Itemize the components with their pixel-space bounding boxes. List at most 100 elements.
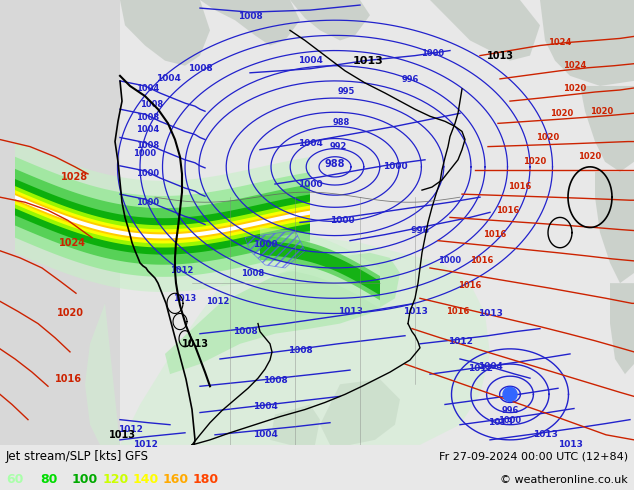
Text: 1016: 1016 [55, 374, 82, 384]
Text: 1013: 1013 [557, 441, 583, 449]
Text: 1008: 1008 [238, 12, 262, 21]
Text: 1000: 1000 [383, 162, 407, 171]
Polygon shape [270, 404, 320, 445]
Text: 1013: 1013 [486, 50, 514, 61]
Text: 988: 988 [325, 159, 346, 169]
Text: 1013: 1013 [337, 307, 363, 316]
Text: 1008: 1008 [262, 376, 287, 385]
Polygon shape [165, 253, 400, 374]
Circle shape [503, 387, 517, 401]
Text: 1024: 1024 [548, 38, 572, 47]
Polygon shape [320, 379, 400, 445]
Text: 995: 995 [337, 87, 354, 96]
Polygon shape [15, 190, 310, 244]
Polygon shape [0, 0, 120, 445]
Text: 1012: 1012 [206, 297, 230, 306]
Polygon shape [290, 0, 370, 41]
Text: 1020: 1020 [56, 309, 84, 318]
Text: 80: 80 [40, 473, 57, 487]
Text: 1016: 1016 [470, 256, 494, 266]
Text: 1004: 1004 [477, 362, 502, 370]
Text: 1020: 1020 [578, 152, 602, 161]
Text: 1004: 1004 [252, 430, 278, 440]
Text: 1008: 1008 [288, 346, 313, 355]
Text: 1012: 1012 [117, 425, 143, 434]
Polygon shape [595, 172, 634, 283]
Text: 1008: 1008 [242, 269, 264, 277]
Text: 1000: 1000 [421, 49, 444, 57]
Polygon shape [15, 142, 310, 292]
Text: 1024: 1024 [564, 61, 586, 70]
Text: 1013: 1013 [488, 418, 512, 427]
Polygon shape [15, 186, 310, 247]
Text: 1000: 1000 [330, 216, 354, 225]
Polygon shape [610, 283, 634, 374]
Text: 1000: 1000 [136, 198, 160, 207]
Polygon shape [580, 86, 634, 172]
Text: 1000: 1000 [136, 170, 160, 178]
Text: 1000: 1000 [498, 416, 522, 425]
Text: 1020: 1020 [590, 107, 614, 116]
Text: 1016: 1016 [483, 230, 507, 239]
Text: 1000: 1000 [298, 179, 322, 189]
Text: 1016: 1016 [496, 206, 520, 215]
Text: 1004: 1004 [297, 139, 323, 148]
Text: 1020: 1020 [550, 109, 574, 118]
Text: Jet stream/SLP [kts] GFS: Jet stream/SLP [kts] GFS [6, 450, 149, 464]
Polygon shape [260, 227, 380, 308]
Polygon shape [15, 193, 310, 241]
Text: 1008: 1008 [136, 141, 160, 150]
Text: Fr 27-09-2024 00:00 UTC (12+84): Fr 27-09-2024 00:00 UTC (12+84) [439, 452, 628, 462]
Polygon shape [540, 0, 634, 86]
Text: 996: 996 [501, 406, 519, 415]
Text: 1013: 1013 [477, 309, 502, 318]
Text: 988: 988 [333, 118, 350, 127]
Polygon shape [260, 241, 380, 295]
Text: 60: 60 [6, 473, 23, 487]
Text: 180: 180 [193, 473, 219, 487]
Polygon shape [120, 0, 210, 66]
Text: 1013: 1013 [403, 307, 427, 316]
Polygon shape [15, 179, 310, 255]
Text: 1024: 1024 [58, 238, 86, 247]
Text: 1013: 1013 [533, 430, 557, 440]
Text: 996: 996 [401, 75, 418, 84]
Polygon shape [15, 157, 310, 277]
Polygon shape [15, 195, 310, 239]
Polygon shape [200, 0, 300, 46]
Polygon shape [260, 236, 380, 300]
Text: 160: 160 [163, 473, 189, 487]
Text: 1004: 1004 [155, 74, 181, 83]
Polygon shape [85, 238, 490, 445]
Polygon shape [430, 0, 540, 61]
Text: 1004: 1004 [252, 402, 278, 411]
Text: 1000: 1000 [253, 240, 277, 249]
Text: 120: 120 [103, 473, 129, 487]
Text: 1028: 1028 [61, 172, 89, 182]
Text: 1000: 1000 [133, 149, 157, 158]
Text: 1008: 1008 [233, 327, 257, 336]
Text: 1016: 1016 [446, 307, 470, 316]
Text: 1012: 1012 [467, 364, 493, 372]
Text: 1020: 1020 [564, 84, 586, 94]
Text: 1004: 1004 [297, 56, 323, 65]
Text: 1013: 1013 [353, 56, 384, 66]
Text: 1020: 1020 [524, 157, 547, 166]
Text: 140: 140 [133, 473, 159, 487]
Text: 992: 992 [329, 142, 347, 151]
Text: 1013: 1013 [173, 294, 197, 303]
Text: 1000: 1000 [439, 256, 462, 266]
Text: 1012: 1012 [133, 441, 157, 449]
Text: 100: 100 [72, 473, 98, 487]
Text: 1008: 1008 [188, 64, 212, 74]
Text: 1008: 1008 [136, 113, 160, 122]
Text: 1013: 1013 [108, 430, 136, 440]
Text: 1012: 1012 [448, 337, 472, 346]
Text: 1004: 1004 [136, 84, 160, 94]
Text: 1020: 1020 [536, 133, 560, 142]
Text: 1004: 1004 [136, 125, 160, 134]
Text: 1008: 1008 [141, 99, 164, 109]
Text: 996: 996 [410, 226, 429, 235]
Polygon shape [15, 169, 310, 265]
Text: 1016: 1016 [508, 182, 532, 191]
